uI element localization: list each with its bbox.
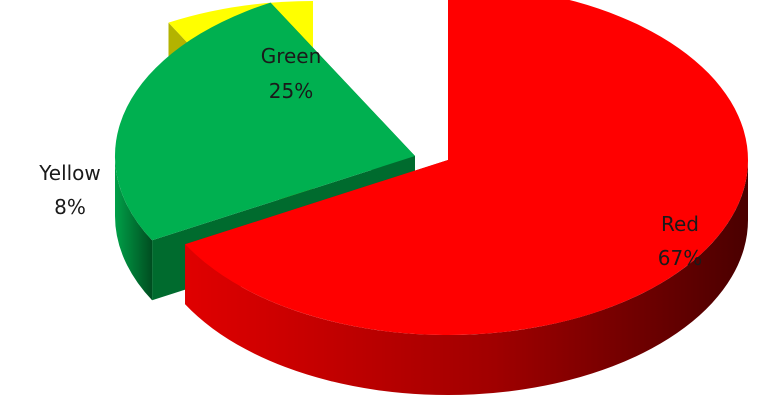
slice-label-green-value: 25% <box>269 79 313 103</box>
slice-label-yellow-name: Yellow <box>38 161 101 185</box>
pie-slices <box>114 0 749 396</box>
slice-red-top <box>185 0 748 335</box>
slice-red-rim <box>185 160 749 396</box>
slice-label-red-name: Red <box>661 212 699 236</box>
slice-label-green-name: Green <box>261 44 322 68</box>
slice-green-top <box>114 2 415 241</box>
slice-label-yellow-value: 8% <box>54 195 86 219</box>
slice-red <box>185 0 749 396</box>
slice-label-red-value: 67% <box>658 246 702 270</box>
slice-green-rim <box>115 156 153 301</box>
